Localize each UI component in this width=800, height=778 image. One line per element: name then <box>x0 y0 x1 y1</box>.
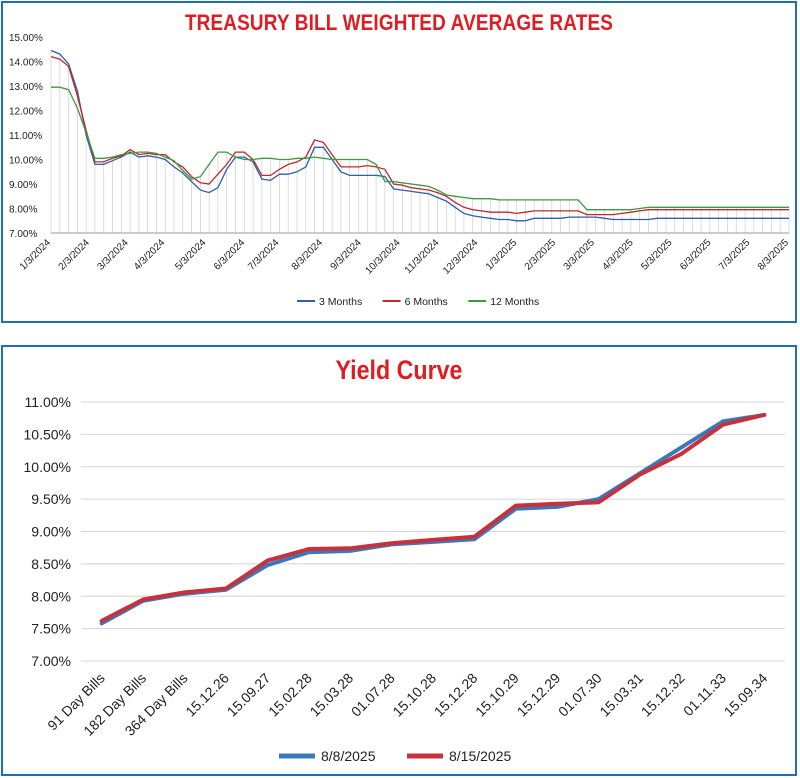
y-tick-label: 12.00% <box>9 107 43 118</box>
x-tick-label: 15.03.28 <box>306 670 356 720</box>
legend-label: 8/15/2025 <box>449 748 511 764</box>
y-tick-label: 9.00% <box>9 180 37 191</box>
x-tick-label: 15.10.28 <box>389 670 439 720</box>
x-tick-label: 11/3/2024 <box>403 237 442 276</box>
y-tick-label: 11.00% <box>25 394 71 410</box>
x-tick-label: 9/3/2024 <box>329 237 365 273</box>
x-tick-label: 2/3/2024 <box>57 237 93 273</box>
x-tick-label: 01.11.33 <box>680 670 729 719</box>
x-tick-label: 01.07.28 <box>348 670 398 720</box>
series-line <box>51 86 789 211</box>
x-tick-label: 4/3/2024 <box>132 237 168 273</box>
x-tick-label: 15.12.32 <box>638 670 688 720</box>
yield-curve-chart: 11.00% 10.50% 10.00% 9.50% 9.00% 8.50% 8.00% 7.… <box>24 394 785 764</box>
x-tick-label: 15.09.34 <box>721 670 771 720</box>
y-tick-label: 8.00% <box>31 588 71 604</box>
legend-label: 12 Months <box>490 296 539 308</box>
x-tick-label: 7/3/2024 <box>246 237 282 273</box>
legend-label: 6 Months <box>405 296 448 308</box>
x-tick-label: 15.03.31 <box>596 670 646 720</box>
x-tick-label: 3/3/2025 <box>562 237 598 273</box>
x-tick-label: 10/3/2024 <box>363 237 403 277</box>
x-tick-label: 15.12.29 <box>514 670 564 720</box>
treasury-bill-rates-chart: 15.00% 14.00% 13.00% 12.00% 11.00% 10.00% 9.00… <box>9 33 792 308</box>
treasury-bill-rates-panel: TREASURY BILL WEIGHTED AVERAGE RATES 15.… <box>1 1 797 323</box>
y-tick-label: 8.00% <box>9 205 37 216</box>
x-tick-label: 15.12.26 <box>182 670 232 720</box>
x-tick-label: 12/3/2024 <box>441 237 481 277</box>
x-tick-label: 6/3/2025 <box>678 237 714 273</box>
y-tick-label: 13.00% <box>9 82 43 93</box>
x-tick-label: 8/3/2025 <box>756 237 792 273</box>
legend-label: 3 Months <box>319 296 362 308</box>
y-tick-label: 10.00% <box>24 459 71 475</box>
y-tick-label: 8.50% <box>31 556 71 572</box>
y-tick-label: 7.50% <box>31 621 71 637</box>
series-line <box>99 412 767 623</box>
x-tick-label: 8/3/2024 <box>290 237 326 273</box>
series-line <box>50 55 789 216</box>
series-line <box>50 49 789 222</box>
chart-title: Yield Curve <box>335 355 463 385</box>
y-tick-label: 11.00% <box>9 131 42 142</box>
x-tick-label: 1/3/2025 <box>484 237 520 273</box>
x-tick-label: 1/3/2024 <box>18 237 54 273</box>
x-tick-label: 15.12.28 <box>431 670 481 720</box>
x-tick-label: 15.10.29 <box>472 670 522 720</box>
x-tick-label: 2/3/2025 <box>523 237 559 273</box>
y-tick-label: 10.00% <box>9 156 43 167</box>
y-tick-label: 7.00% <box>31 653 71 669</box>
legend-label: 8/8/2025 <box>321 748 376 764</box>
x-tick-label: 5/3/2024 <box>173 237 209 273</box>
x-tick-label: 15.09.27 <box>224 670 274 720</box>
x-tick-label: 01.07.30 <box>555 670 605 720</box>
y-tick-label: 9.00% <box>31 524 71 540</box>
y-tick-label: 10.50% <box>24 426 71 442</box>
x-tick-label: 3/3/2024 <box>95 237 131 273</box>
yield-curve-panel: Yield Curve 11.00% 10.50% 10.00% 9.50% 9.00%… <box>1 345 797 776</box>
x-tick-label: 7/3/2025 <box>717 237 753 273</box>
y-tick-label: 14.00% <box>9 58 43 69</box>
y-tick-label: 15.00% <box>9 33 43 44</box>
y-tick-label: 7.00% <box>9 229 37 240</box>
x-tick-label: 5/3/2025 <box>639 237 675 273</box>
x-tick-label: 15.02.28 <box>265 670 315 720</box>
chart-title: TREASURY BILL WEIGHTED AVERAGE RATES <box>184 10 614 35</box>
x-tick-label: 4/3/2025 <box>600 237 636 273</box>
x-tick-label: 6/3/2024 <box>212 237 248 273</box>
y-tick-label: 9.50% <box>31 491 71 507</box>
